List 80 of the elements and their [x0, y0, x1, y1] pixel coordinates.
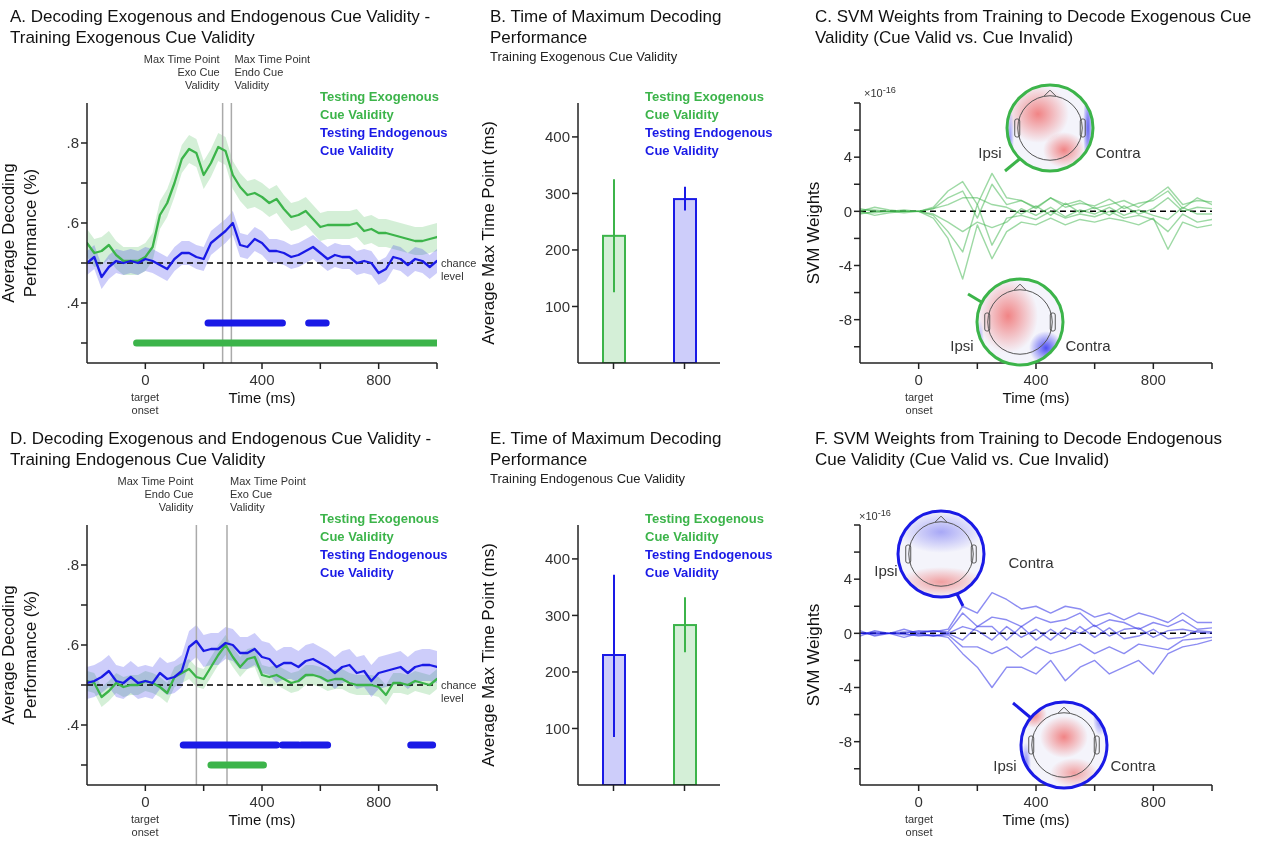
y-tick-label: .4 — [66, 294, 79, 312]
y-tick-label: 0 — [843, 202, 852, 220]
text: ×10$^{-16}$ — [863, 83, 897, 101]
y-tick-label: 300 — [544, 606, 570, 624]
text: Testing Endogenous Cue Validity — [320, 546, 449, 582]
text: Testing Endogenous Cue Validity — [645, 546, 774, 582]
y-axis-title: Average Decoding Performance (%) — [0, 163, 40, 303]
y-tick-label: 200 — [544, 663, 570, 681]
text: target onset — [129, 391, 161, 417]
x-tick-label: 0 — [914, 793, 923, 810]
annotation: Contra — [1008, 553, 1054, 571]
ref-line-label: Max Time Point Endo Cue Validity — [117, 475, 194, 513]
annotation: Contra — [1095, 143, 1141, 161]
y-tick-label: 0 — [843, 624, 852, 642]
text: Testing Exogenous Cue Validity — [645, 510, 765, 546]
annotation: Ipsi — [874, 561, 898, 579]
y-tick-label: 100 — [544, 719, 570, 737]
annotation: Ipsi — [993, 756, 1017, 774]
text: target onset — [903, 813, 935, 839]
y-axis-title: Average Decoding Performance (%) — [0, 585, 40, 725]
y-axis-title: Average Max Time Point (ms) — [479, 543, 498, 767]
chart-title: E. Time of Maximum Decoding Performance — [490, 428, 723, 470]
y-tick-label: .8 — [66, 556, 79, 574]
text: Testing Endogenous Cue Validity — [320, 124, 449, 160]
x-axis-title: Time (ms) — [1002, 389, 1070, 406]
y-tick-label: 200 — [544, 241, 570, 259]
x-axis-title: Time (ms) — [228, 811, 296, 828]
x-tick-label: 400 — [1023, 371, 1049, 388]
y-axis-title: SVM Weights — [804, 603, 823, 707]
y-tick-label: .4 — [66, 716, 79, 734]
chart-title: B. Time of Maximum Decoding Performance — [490, 6, 723, 48]
y-axis-title: SVM Weights — [804, 181, 823, 285]
chart-title: F. SVM Weights from Training to Decode Endogenous Cue Validity (Cue Valid vs. Cue Invalid) — [815, 428, 1223, 470]
text: Testing Endogenous Cue Validity — [645, 124, 774, 160]
x-tick-label: 400 — [249, 793, 275, 810]
y-tick-label: 100 — [544, 297, 570, 315]
ref-line-label: Max Time Point Exo Cue Validity — [143, 53, 221, 91]
y-tick-label: -8 — [838, 310, 852, 328]
y-tick-label: -4 — [838, 256, 852, 274]
y-tick-label: 400 — [544, 128, 570, 146]
chart-subtitle: Training Endogenous Cue Validity — [490, 470, 687, 487]
text: target onset — [903, 391, 935, 417]
y-tick-label: .6 — [66, 214, 79, 232]
y-tick-label: 300 — [544, 184, 570, 202]
y-tick-label: -8 — [838, 732, 852, 750]
y-tick-label: .6 — [66, 636, 79, 654]
chart-subtitle: Training Exogenous Cue Validity — [490, 48, 679, 65]
x-axis-title: Time (ms) — [1002, 811, 1070, 828]
x-tick-label: 800 — [1140, 371, 1166, 388]
y-tick-label: 4 — [843, 148, 852, 166]
x-tick-label: 800 — [1140, 793, 1166, 810]
x-tick-label: 0 — [914, 371, 923, 388]
y-tick-label: 4 — [843, 570, 852, 588]
text: ×10$^{-16}$ — [858, 506, 892, 524]
annotation: Contra — [1065, 336, 1111, 354]
y-tick-label: -4 — [838, 678, 852, 696]
x-axis-title: Time (ms) — [228, 389, 296, 406]
text: Testing Exogenous Cue Validity — [320, 88, 440, 124]
chart-title: C. SVM Weights from Training to Decode Exogenous Cue Validity (Cue Valid vs. Cue Invalid) — [815, 6, 1253, 48]
annotation: Ipsi — [978, 143, 1002, 161]
x-tick-label: 400 — [249, 371, 275, 388]
annotation: Ipsi — [950, 336, 974, 354]
text: Testing Exogenous Cue Validity — [645, 88, 765, 124]
y-tick-label: .8 — [66, 134, 79, 152]
text: target onset — [129, 813, 161, 839]
x-tick-label: 800 — [366, 371, 392, 388]
ref-line-label: Max Time Point Exo Cue Validity — [230, 475, 306, 513]
x-tick-label: 800 — [366, 793, 392, 810]
x-tick-label: 0 — [141, 793, 150, 810]
y-tick-label: 400 — [544, 550, 570, 568]
y-axis-title: Average Max Time Point (ms) — [479, 121, 498, 345]
text: Testing Exogenous Cue Validity — [320, 510, 440, 546]
chart-title: D. Decoding Exogenous and Endogenous Cue Validity - Training Endogenous Cue Validity — [10, 428, 433, 470]
ref-line-label: chance level — [441, 257, 477, 282]
ref-line-label: chance level — [441, 679, 477, 704]
x-tick-label: 400 — [1023, 793, 1049, 810]
annotation: Contra — [1110, 756, 1156, 774]
ref-line-label: Max Time Point Endo Cue Validity — [234, 53, 311, 91]
chart-title: A. Decoding Exogenous and Endogenous Cue Validity - Training Exogenous Cue Validity — [10, 6, 432, 48]
x-tick-label: 0 — [141, 371, 150, 388]
